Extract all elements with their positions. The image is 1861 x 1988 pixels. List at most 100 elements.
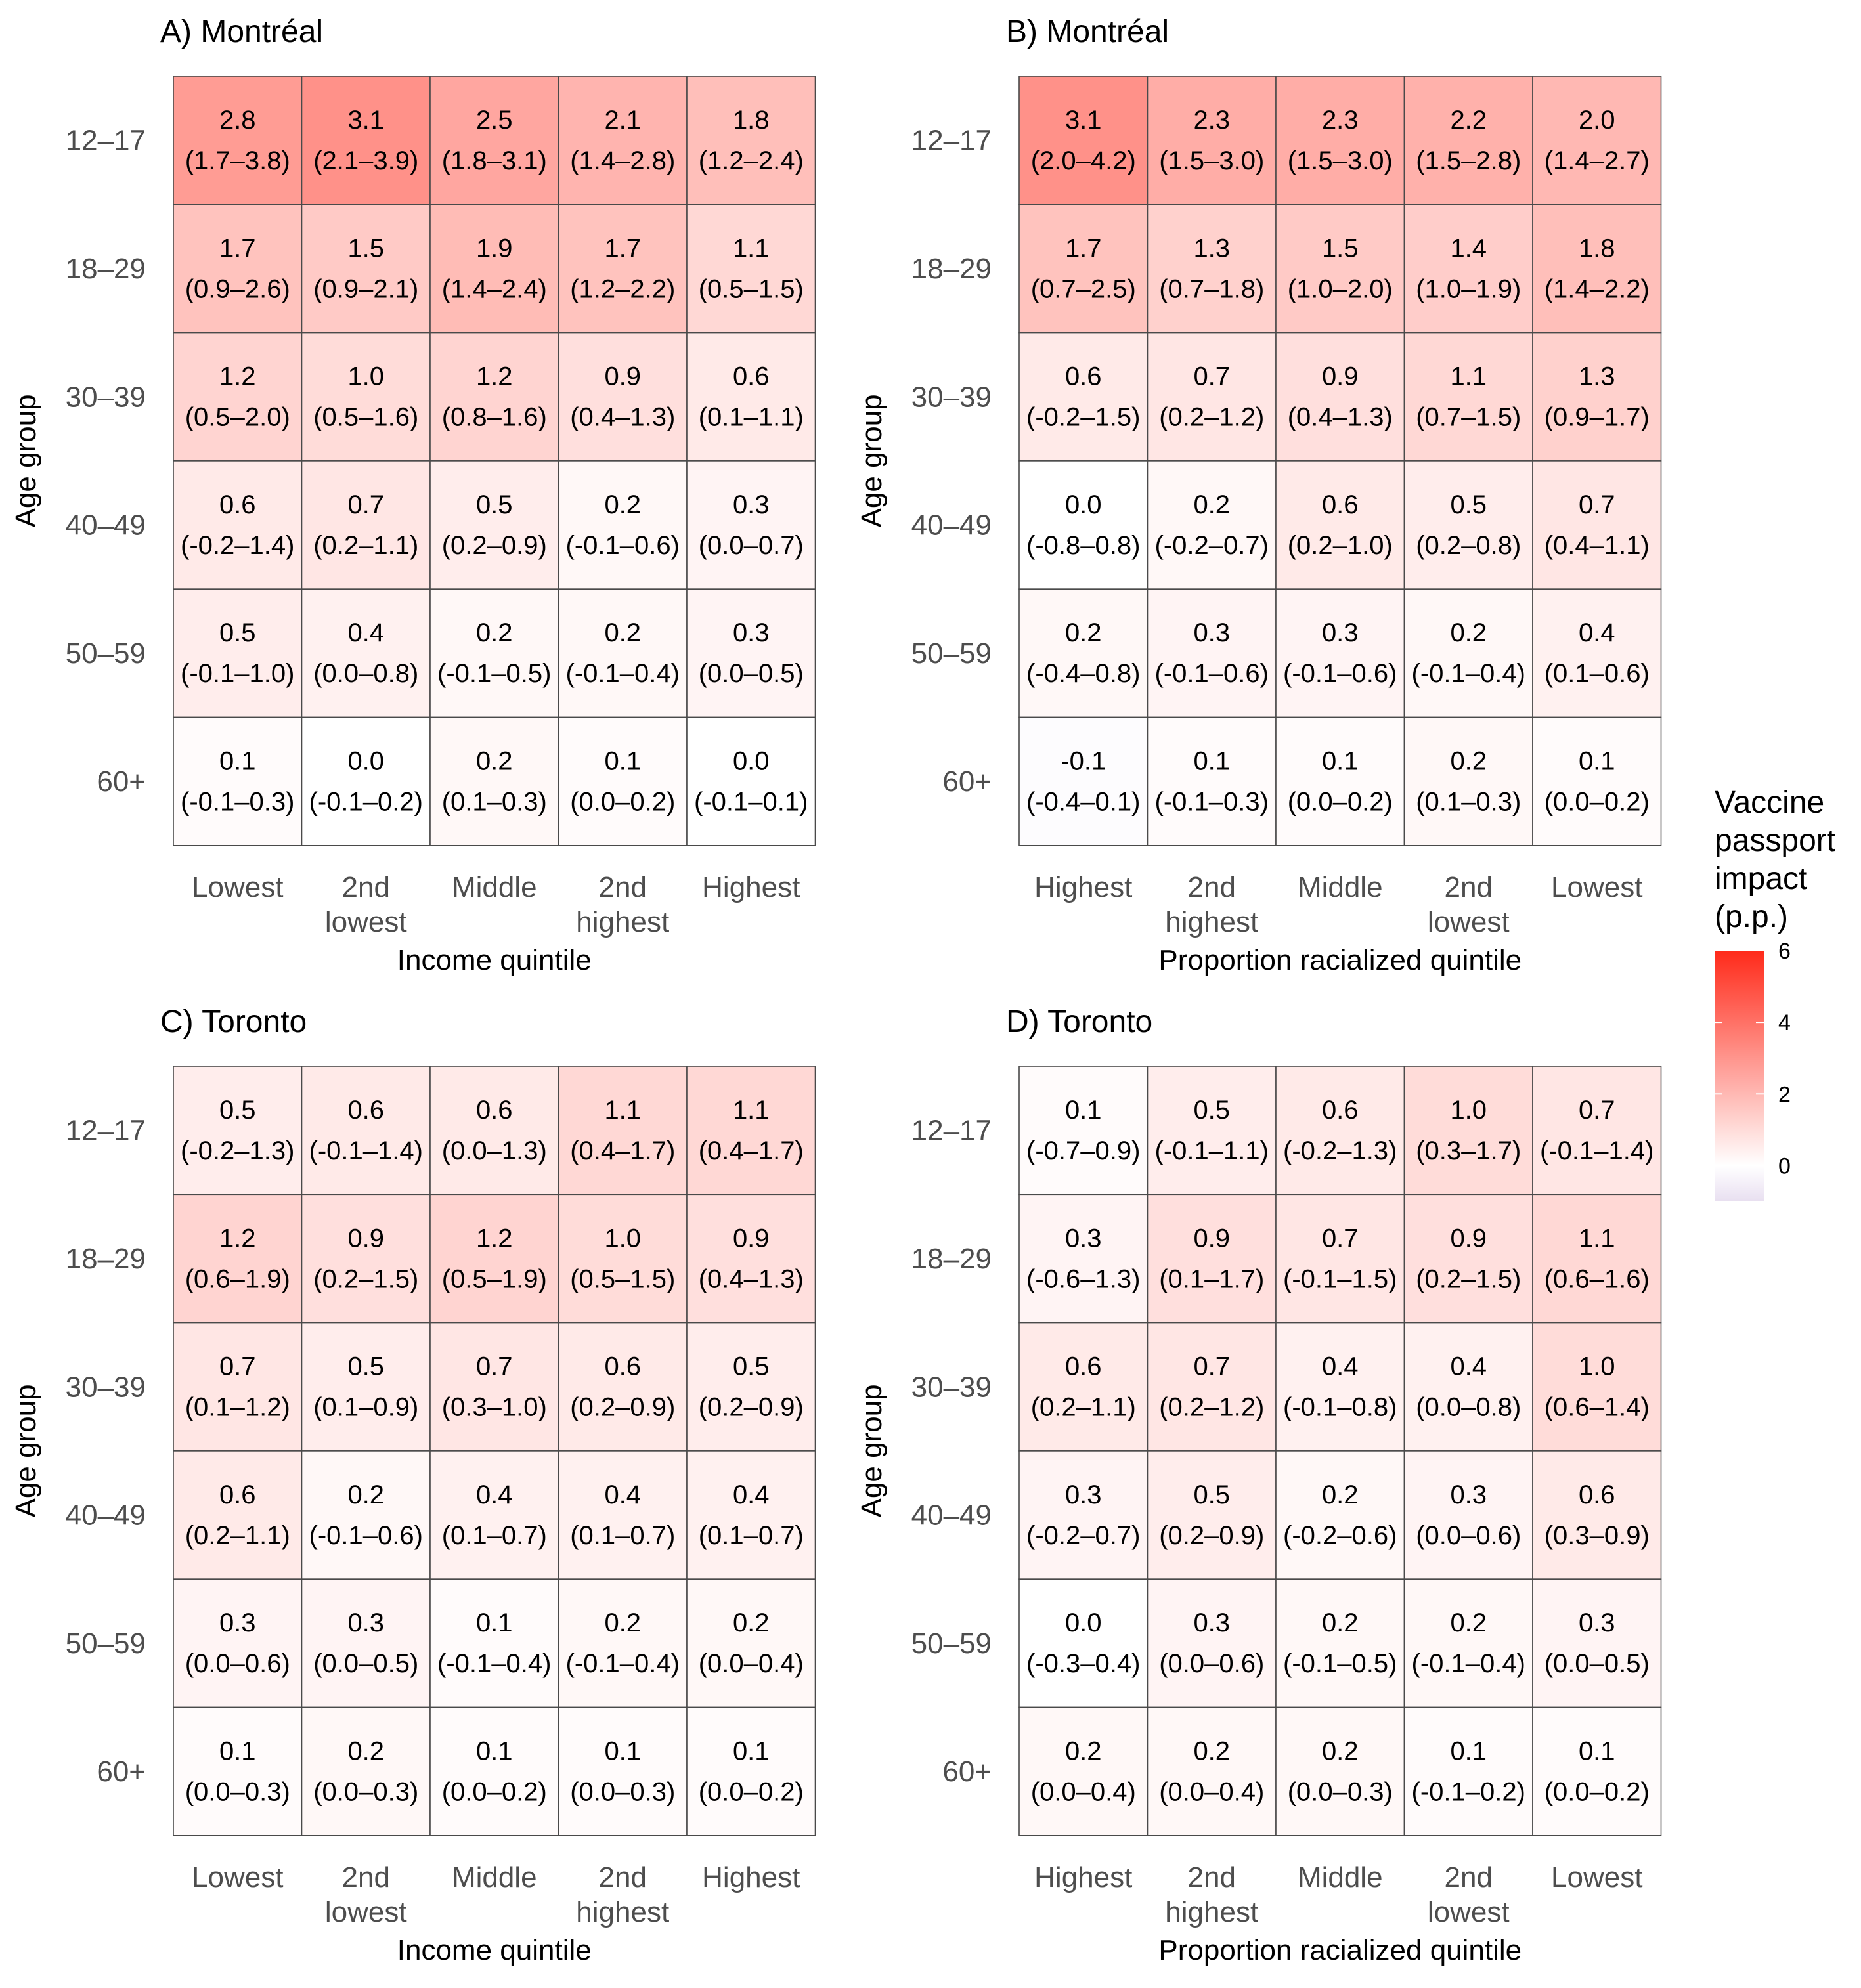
cell-value-label: 0.3 bbox=[733, 618, 770, 647]
cell-value-label: 0.4 bbox=[733, 1480, 770, 1509]
x-axis-title: Income quintile bbox=[397, 944, 592, 976]
x-tick-label: Lowest bbox=[192, 871, 283, 903]
x-tick-label: 2nd lowest bbox=[1428, 871, 1510, 938]
y-tick-label: 60+ bbox=[97, 766, 146, 798]
cell-value-label: 0.2 bbox=[1193, 490, 1230, 519]
legend-color-bar bbox=[1715, 951, 1764, 1201]
heatmap-cell bbox=[301, 1322, 431, 1452]
cell-value-label: 0.7 bbox=[1579, 490, 1615, 519]
cell-value-label: 2.0 bbox=[1579, 106, 1615, 135]
heatmap-cell bbox=[1403, 1322, 1533, 1452]
cell-value-label: 1.7 bbox=[1065, 234, 1102, 263]
cell-ci-label: (0.2–0.9) bbox=[1159, 1521, 1264, 1550]
cell-value-label: 0.6 bbox=[476, 1096, 513, 1125]
cell-ci-label: (0.0–0.2) bbox=[699, 1778, 804, 1807]
cell-ci-label: (0.2–1.2) bbox=[1159, 403, 1264, 432]
heatmap-cell bbox=[429, 204, 559, 334]
cell-value-label: 1.5 bbox=[347, 234, 384, 263]
heatmap-cell bbox=[558, 1194, 688, 1324]
cell-ci-label: (0.4–1.3) bbox=[1288, 403, 1393, 432]
cell-value-label: 2.8 bbox=[219, 106, 256, 135]
heatmap-cell bbox=[558, 716, 688, 846]
cell-value-label: 0.6 bbox=[1322, 1096, 1359, 1125]
x-tick-label: 2nd highest bbox=[576, 1861, 669, 1928]
cell-value-label: 0.3 bbox=[1193, 618, 1230, 647]
heatmap-cell bbox=[558, 332, 688, 462]
heatmap-panel: C) Toronto 0.5 (-0.2–1.3) 0.6 (-0.1–1.4) 0.6 (… bbox=[10, 1005, 816, 1966]
cell-value-label: 0.7 bbox=[347, 490, 384, 519]
cell-ci-label: (1.4–2.4) bbox=[442, 274, 547, 303]
y-tick-label: 30–39 bbox=[911, 381, 992, 413]
heatmap-cell bbox=[429, 332, 559, 462]
legend-title: Vaccine passport impact (p.p.) bbox=[1715, 785, 1835, 934]
cell-value-label: 0.6 bbox=[1579, 1480, 1615, 1509]
y-tick-label: 40–49 bbox=[911, 1500, 992, 1532]
cell-value-label: 1.2 bbox=[476, 362, 513, 391]
panel-title: C) Toronto bbox=[160, 1005, 307, 1039]
heatmap-cell bbox=[1018, 716, 1149, 846]
cell-ci-label: (-0.1–1.4) bbox=[1540, 1136, 1653, 1165]
cell-value-label: 0.3 bbox=[1065, 1480, 1102, 1509]
heatmap-cell bbox=[686, 1194, 816, 1324]
y-tick-label: 12–17 bbox=[911, 1115, 992, 1147]
heatmap-cell bbox=[1403, 204, 1533, 334]
cell-ci-label: (-0.2–1.3) bbox=[181, 1136, 294, 1165]
cell-ci-label: (0.0–0.6) bbox=[185, 1649, 290, 1678]
heatmap-cell bbox=[173, 1706, 303, 1836]
cell-ci-label: (0.2–1.1) bbox=[313, 531, 418, 560]
cell-ci-label: (-0.1–0.5) bbox=[437, 659, 551, 688]
heatmap-cell bbox=[301, 1194, 431, 1324]
cell-ci-label: (-0.2–0.6) bbox=[1283, 1521, 1397, 1550]
cell-ci-label: (0.0–0.4) bbox=[1031, 1778, 1136, 1807]
cell-value-label: 0.2 bbox=[1450, 747, 1487, 776]
cell-ci-label: (0.1–0.6) bbox=[1544, 659, 1650, 688]
heatmap-cell bbox=[173, 1322, 303, 1452]
cell-ci-label: (0.0–0.3) bbox=[313, 1778, 418, 1807]
cell-ci-label: (0.7–2.5) bbox=[1031, 274, 1136, 303]
heatmap-cell bbox=[1018, 76, 1149, 205]
cell-value-label: 0.3 bbox=[219, 1609, 256, 1637]
heatmap-cell bbox=[173, 460, 303, 590]
cell-ci-label: (1.2–2.2) bbox=[570, 274, 675, 303]
cell-ci-label: (0.0–0.4) bbox=[699, 1649, 804, 1678]
heatmap-cell bbox=[558, 1706, 688, 1836]
heatmap-cell bbox=[558, 1066, 688, 1196]
cell-value-label: 0.2 bbox=[604, 618, 641, 647]
cell-ci-label: (-0.1–0.2) bbox=[1412, 1778, 1525, 1807]
heatmap-cell bbox=[558, 1322, 688, 1452]
cell-ci-label: (0.5–1.5) bbox=[699, 274, 804, 303]
cell-ci-label: (-0.2–1.4) bbox=[181, 531, 294, 560]
x-tick-label: 2nd highest bbox=[576, 871, 669, 938]
heatmap-cell bbox=[558, 204, 688, 334]
cell-ci-label: (0.2–1.0) bbox=[1288, 531, 1393, 560]
cell-ci-label: (0.0–0.5) bbox=[1544, 1649, 1650, 1678]
heatmap-cell bbox=[558, 588, 688, 718]
heatmap-cell bbox=[1018, 204, 1149, 334]
cell-value-label: 0.5 bbox=[347, 1352, 384, 1381]
cell-value-label: 0.5 bbox=[476, 490, 513, 519]
cell-value-label: 0.1 bbox=[219, 747, 256, 776]
heatmap-cell bbox=[1275, 1322, 1405, 1452]
y-tick-label: 18–29 bbox=[66, 1243, 146, 1275]
cell-ci-label: (0.9–2.6) bbox=[185, 274, 290, 303]
legend-tick-label: 2 bbox=[1778, 1082, 1791, 1107]
x-tick-label: 2nd lowest bbox=[325, 871, 407, 938]
cell-value-label: 0.3 bbox=[1322, 618, 1359, 647]
y-tick-label: 60+ bbox=[97, 1756, 146, 1788]
x-tick-label: Highest bbox=[1034, 1861, 1132, 1893]
heatmap-cell bbox=[1018, 1066, 1149, 1196]
cell-ci-label: (0.4–1.3) bbox=[570, 403, 675, 432]
heatmap-cell bbox=[1403, 1194, 1533, 1324]
heatmap-cell bbox=[686, 716, 816, 846]
heatmap-cell bbox=[1147, 1322, 1277, 1452]
cell-ci-label: (-0.4–0.1) bbox=[1026, 788, 1140, 817]
x-axis-title: Proportion racialized quintile bbox=[1158, 944, 1522, 976]
cell-ci-label: (0.1–0.9) bbox=[313, 1393, 418, 1422]
heatmap-cell bbox=[1147, 1450, 1277, 1580]
heatmap-cell bbox=[429, 1194, 559, 1324]
y-tick-label: 12–17 bbox=[911, 125, 992, 157]
cell-ci-label: (-0.1–1.0) bbox=[181, 659, 294, 688]
y-tick-label: 12–17 bbox=[66, 1115, 146, 1147]
heatmap-cell bbox=[1275, 332, 1405, 462]
cell-ci-label: (0.5–1.5) bbox=[570, 1264, 675, 1293]
